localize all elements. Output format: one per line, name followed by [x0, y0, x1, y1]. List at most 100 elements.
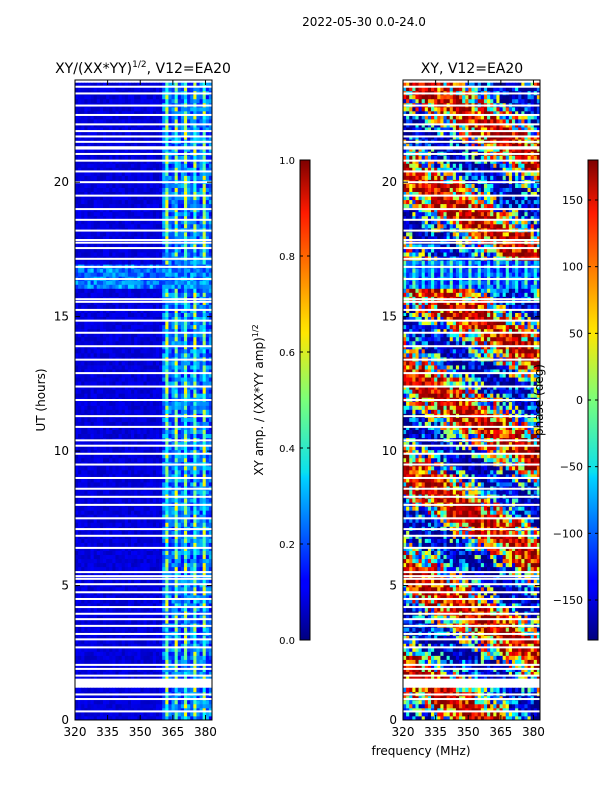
heatmap-cell: [177, 603, 182, 608]
heatmap-cell: [103, 514, 107, 519]
heatmap-cell: [193, 711, 197, 717]
heatmap-cell: [193, 627, 197, 632]
heatmap-cell: [96, 627, 101, 632]
heatmap-cell: [190, 465, 194, 471]
heatmap-cell: [180, 639, 185, 644]
heatmap-cell: [171, 320, 176, 326]
heatmap-cell: [162, 393, 166, 398]
heatmap-cell: [146, 562, 151, 568]
heatmap-cell: [78, 603, 82, 608]
heatmap-cell: [174, 433, 179, 439]
heatmap-cell: [106, 316, 110, 322]
heatmap-cell: [99, 699, 104, 705]
heatmap-cell: [99, 316, 104, 322]
heatmap-cell: [93, 268, 98, 273]
heatmap-cell: [165, 490, 169, 495]
heatmap-cell: [103, 558, 107, 564]
heatmap-cell: [174, 473, 179, 479]
heatmap-cell: [75, 324, 79, 330]
heatmap-cell: [202, 699, 207, 705]
heatmap-cell: [112, 288, 116, 293]
heatmap-cell: [140, 401, 144, 406]
heatmap-cell: [127, 675, 132, 681]
heatmap-cell: [168, 578, 172, 584]
heatmap-cell: [149, 635, 154, 640]
heatmap-cell: [124, 328, 129, 334]
heatmap-cell: [159, 715, 163, 721]
heatmap-cell: [155, 615, 160, 620]
heatmap-cell: [106, 457, 110, 463]
heatmap-cell: [149, 522, 154, 527]
heatmap-cell: [190, 473, 194, 479]
heatmap-cell: [190, 711, 194, 717]
heatmap-cell: [190, 643, 194, 648]
heatmap-cell: [152, 607, 157, 612]
heatmap-cell: [159, 332, 163, 338]
heatmap-cell: [174, 522, 179, 527]
heatmap-cell: [137, 715, 141, 721]
heatmap-cell: [162, 377, 166, 382]
heatmap-cell: [143, 659, 148, 664]
heatmap-cell: [96, 429, 101, 435]
heatmap-cell: [93, 518, 98, 523]
heatmap-cell: [174, 288, 179, 293]
heatmap-cell: [174, 635, 179, 640]
heatmap-cell: [131, 465, 135, 471]
heatmap-cell: [196, 542, 200, 547]
heatmap-cell: [199, 332, 204, 338]
heatmap-cell: [134, 465, 138, 471]
heatmap-cell: [159, 615, 163, 620]
heatmap-cell: [208, 703, 213, 709]
heatmap-cell: [115, 373, 119, 378]
heatmap-cell: [140, 288, 144, 293]
heatmap-cell: [115, 409, 119, 414]
heatmap-cell: [137, 377, 141, 382]
heatmap-cell: [155, 260, 160, 265]
heatmap-cell: [127, 643, 132, 648]
heatmap-cell: [75, 607, 79, 612]
heatmap-cell: [199, 699, 204, 705]
heatmap-cell: [180, 498, 185, 503]
heatmap-cell: [168, 498, 172, 503]
heatmap-cell: [87, 365, 91, 370]
heatmap-cell: [174, 381, 179, 386]
heatmap-cell: [171, 292, 176, 297]
heatmap-cell: [112, 332, 116, 338]
heatmap-cell: [146, 643, 151, 648]
heatmap-cell: [96, 699, 101, 705]
heatmap-cell: [143, 538, 148, 543]
heatmap-cell: [93, 586, 98, 592]
heatmap-cell: [137, 671, 141, 677]
heatmap-cell: [155, 647, 160, 652]
heatmap-cell: [199, 449, 204, 455]
heatmap-cell: [152, 615, 157, 620]
heatmap-cell: [140, 409, 144, 414]
heatmap-cell: [180, 340, 185, 346]
heatmap-cell: [199, 711, 204, 717]
heatmap-cell: [134, 566, 138, 572]
heatmap-cell: [193, 340, 197, 346]
heatmap-cell: [162, 498, 166, 503]
heatmap-cell: [90, 498, 95, 503]
heatmap-cell: [190, 405, 194, 410]
heatmap-cell: [87, 530, 91, 535]
heatmap-cell: [174, 369, 179, 374]
heatmap-cell: [75, 711, 79, 717]
heatmap-cell: [121, 409, 126, 414]
heatmap-cell: [140, 651, 144, 656]
heatmap-cell: [87, 522, 91, 527]
heatmap-cell: [152, 651, 157, 656]
heatmap-cell: [112, 389, 116, 394]
heatmap-cell: [202, 348, 207, 354]
heatmap-cell: [171, 465, 176, 471]
heatmap-cell: [152, 373, 157, 378]
heatmap-cell: [137, 647, 141, 652]
heatmap-cell: [162, 482, 166, 487]
heatmap-cell: [196, 651, 200, 656]
heatmap-cell: [202, 627, 207, 632]
heatmap-cell: [124, 369, 129, 374]
heatmap-cell: [134, 268, 138, 273]
heatmap-cell: [93, 292, 98, 297]
heatmap-cell: [199, 518, 204, 523]
heatmap-cell: [99, 703, 104, 709]
